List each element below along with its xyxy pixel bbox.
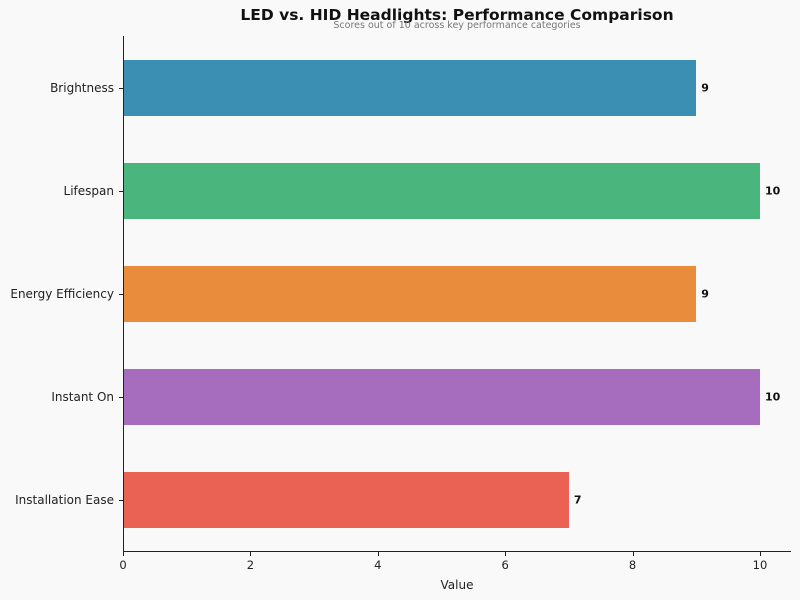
x-tick-mark bbox=[250, 552, 252, 556]
y-tick-mark bbox=[119, 88, 123, 89]
bar-instant-on bbox=[123, 369, 760, 425]
y-tick-label: Brightness bbox=[50, 81, 114, 95]
y-tick-label: Instant On bbox=[51, 390, 114, 404]
y-tick-mark bbox=[119, 191, 123, 192]
y-axis-line bbox=[123, 36, 124, 552]
bar-value-label: 7 bbox=[573, 493, 582, 507]
bar-lifespan bbox=[123, 163, 760, 219]
x-axis-line bbox=[123, 551, 791, 552]
y-tick-label: Installation Ease bbox=[15, 493, 114, 507]
bar-energy-efficiency bbox=[123, 266, 697, 322]
y-tick-label: Energy Efficiency bbox=[10, 287, 114, 301]
bar-value-label: 10 bbox=[765, 390, 781, 404]
chart-subtitle: Scores out of 10 across key performance … bbox=[333, 20, 581, 31]
x-tick-mark bbox=[760, 552, 761, 556]
x-tick-label: 6 bbox=[501, 558, 509, 572]
y-tick-mark bbox=[119, 294, 123, 295]
chart-title: LED vs. HID Headlights: Performance Comp… bbox=[240, 6, 674, 24]
y-tick-mark bbox=[119, 397, 123, 398]
x-tick-label: 10 bbox=[752, 558, 768, 572]
y-tick-mark bbox=[119, 500, 123, 501]
x-tick-mark bbox=[505, 552, 507, 556]
bar-value-label: 10 bbox=[765, 184, 781, 198]
x-axis-label: Value bbox=[440, 578, 474, 592]
x-tick-label: 8 bbox=[628, 558, 637, 572]
bar-installation-ease bbox=[123, 472, 569, 528]
x-tick-label: 0 bbox=[119, 558, 127, 572]
x-tick-mark bbox=[377, 552, 379, 556]
x-tick-mark bbox=[632, 552, 634, 556]
x-tick-label: 2 bbox=[246, 558, 255, 572]
bar-value-label: 9 bbox=[701, 287, 709, 301]
x-tick-label: 4 bbox=[374, 558, 382, 572]
x-tick-mark bbox=[123, 552, 124, 556]
bar-brightness bbox=[123, 60, 697, 116]
y-tick-label: Lifespan bbox=[63, 184, 114, 198]
bar-value-label: 9 bbox=[701, 81, 709, 95]
